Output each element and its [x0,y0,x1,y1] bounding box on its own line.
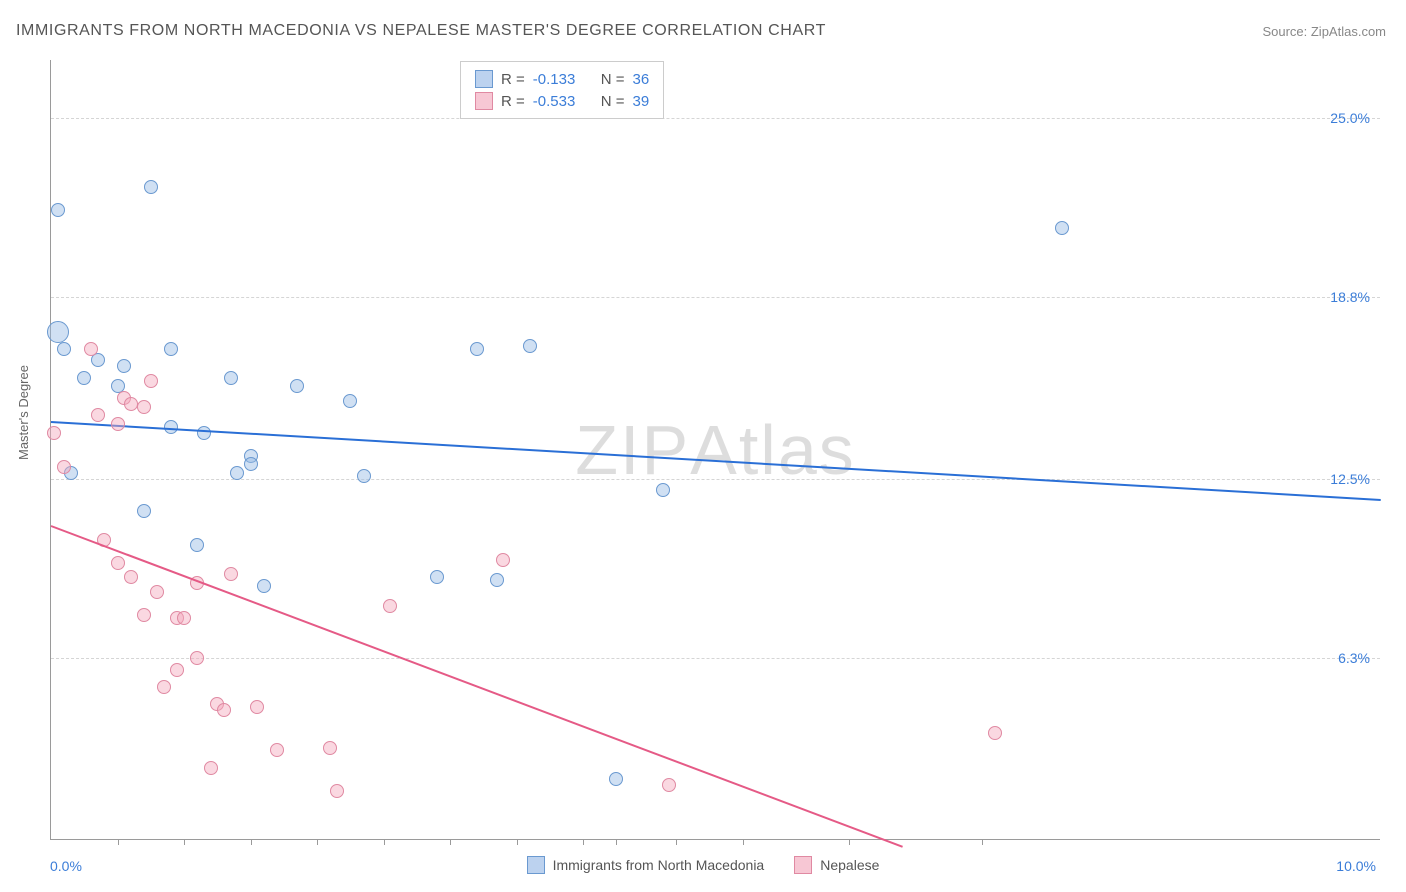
legend-item: Immigrants from North Macedonia [527,856,765,874]
scatter-point [47,321,69,343]
scatter-point [988,726,1002,740]
scatter-point [190,538,204,552]
scatter-point [124,397,138,411]
scatter-point [177,611,191,625]
y-axis-label: Master's Degree [16,365,31,460]
legend-stats-row: R = -0.133 N = 36 [475,68,649,90]
scatter-point [656,483,670,497]
scatter-point [470,342,484,356]
x-tick [743,839,744,845]
legend-n-value: 39 [633,93,650,110]
gridline-h [51,118,1380,119]
scatter-point [111,556,125,570]
scatter-point [609,772,623,786]
x-tick [616,839,617,845]
chart-source: Source: ZipAtlas.com [1262,24,1386,39]
scatter-point [144,180,158,194]
scatter-point [217,703,231,717]
legend-label: Nepalese [820,857,879,873]
legend-n-label: N = [601,93,625,110]
scatter-point [84,342,98,356]
legend-swatch [527,856,545,874]
legend-stats-row: R = -0.533 N = 39 [475,90,649,112]
scatter-point [150,585,164,599]
scatter-point [91,408,105,422]
scatter-point [170,663,184,677]
scatter-point [77,371,91,385]
scatter-point [111,417,125,431]
scatter-point [496,553,510,567]
scatter-point [137,504,151,518]
legend-r-label: R = [501,93,525,110]
scatter-point [244,457,258,471]
scatter-point [343,394,357,408]
scatter-point [270,743,284,757]
scatter-point [51,203,65,217]
scatter-point [290,379,304,393]
legend-swatch [475,92,493,110]
scatter-point [357,469,371,483]
legend-label: Immigrants from North Macedonia [553,857,765,873]
scatter-point [190,651,204,665]
legend-r-value: -0.533 [533,93,593,110]
scatter-point [1055,221,1069,235]
scatter-point [137,400,151,414]
scatter-point [144,374,158,388]
y-tick-label: 6.3% [1338,650,1370,666]
plot-area: ZIPAtlas 6.3% 12.5% 18.8% 25.0% [50,60,1380,840]
x-tick [517,839,518,845]
chart-title: IMMIGRANTS FROM NORTH MACEDONIA VS NEPAL… [16,22,826,40]
scatter-point [137,608,151,622]
scatter-point [57,342,71,356]
gridline-h [51,479,1380,480]
legend-n-label: N = [601,71,625,88]
legend-swatch [794,856,812,874]
scatter-point [124,570,138,584]
scatter-point [383,599,397,613]
scatter-point [662,778,676,792]
x-tick [184,839,185,845]
y-tick-label: 18.8% [1330,289,1370,305]
scatter-point [490,573,504,587]
x-tick [583,839,584,845]
x-tick [251,839,252,845]
x-tick [384,839,385,845]
x-tick [450,839,451,845]
watermark: ZIPAtlas [575,410,856,490]
gridline-h [51,658,1380,659]
legend-r-label: R = [501,71,525,88]
scatter-point [57,460,71,474]
legend-item: Nepalese [794,856,879,874]
x-tick [118,839,119,845]
scatter-point [164,342,178,356]
scatter-point [224,567,238,581]
x-tick [317,839,318,845]
legend-stats: R = -0.133 N = 36 R = -0.533 N = 39 [460,61,664,119]
scatter-point [47,426,61,440]
scatter-point [117,359,131,373]
scatter-point [204,761,218,775]
scatter-point [157,680,171,694]
scatter-point [257,579,271,593]
gridline-h [51,297,1380,298]
scatter-point [224,371,238,385]
legend-r-value: -0.133 [533,71,593,88]
scatter-point [250,700,264,714]
x-tick [676,839,677,845]
scatter-point [430,570,444,584]
scatter-point [330,784,344,798]
legend-n-value: 36 [633,71,650,88]
x-tick [982,839,983,845]
legend-series: Immigrants from North Macedonia Nepalese [0,856,1406,874]
x-tick [849,839,850,845]
scatter-point [323,741,337,755]
legend-swatch [475,70,493,88]
scatter-point [523,339,537,353]
scatter-point [197,426,211,440]
y-tick-label: 12.5% [1330,471,1370,487]
y-tick-label: 25.0% [1330,110,1370,126]
trend-line [51,525,903,848]
scatter-point [230,466,244,480]
